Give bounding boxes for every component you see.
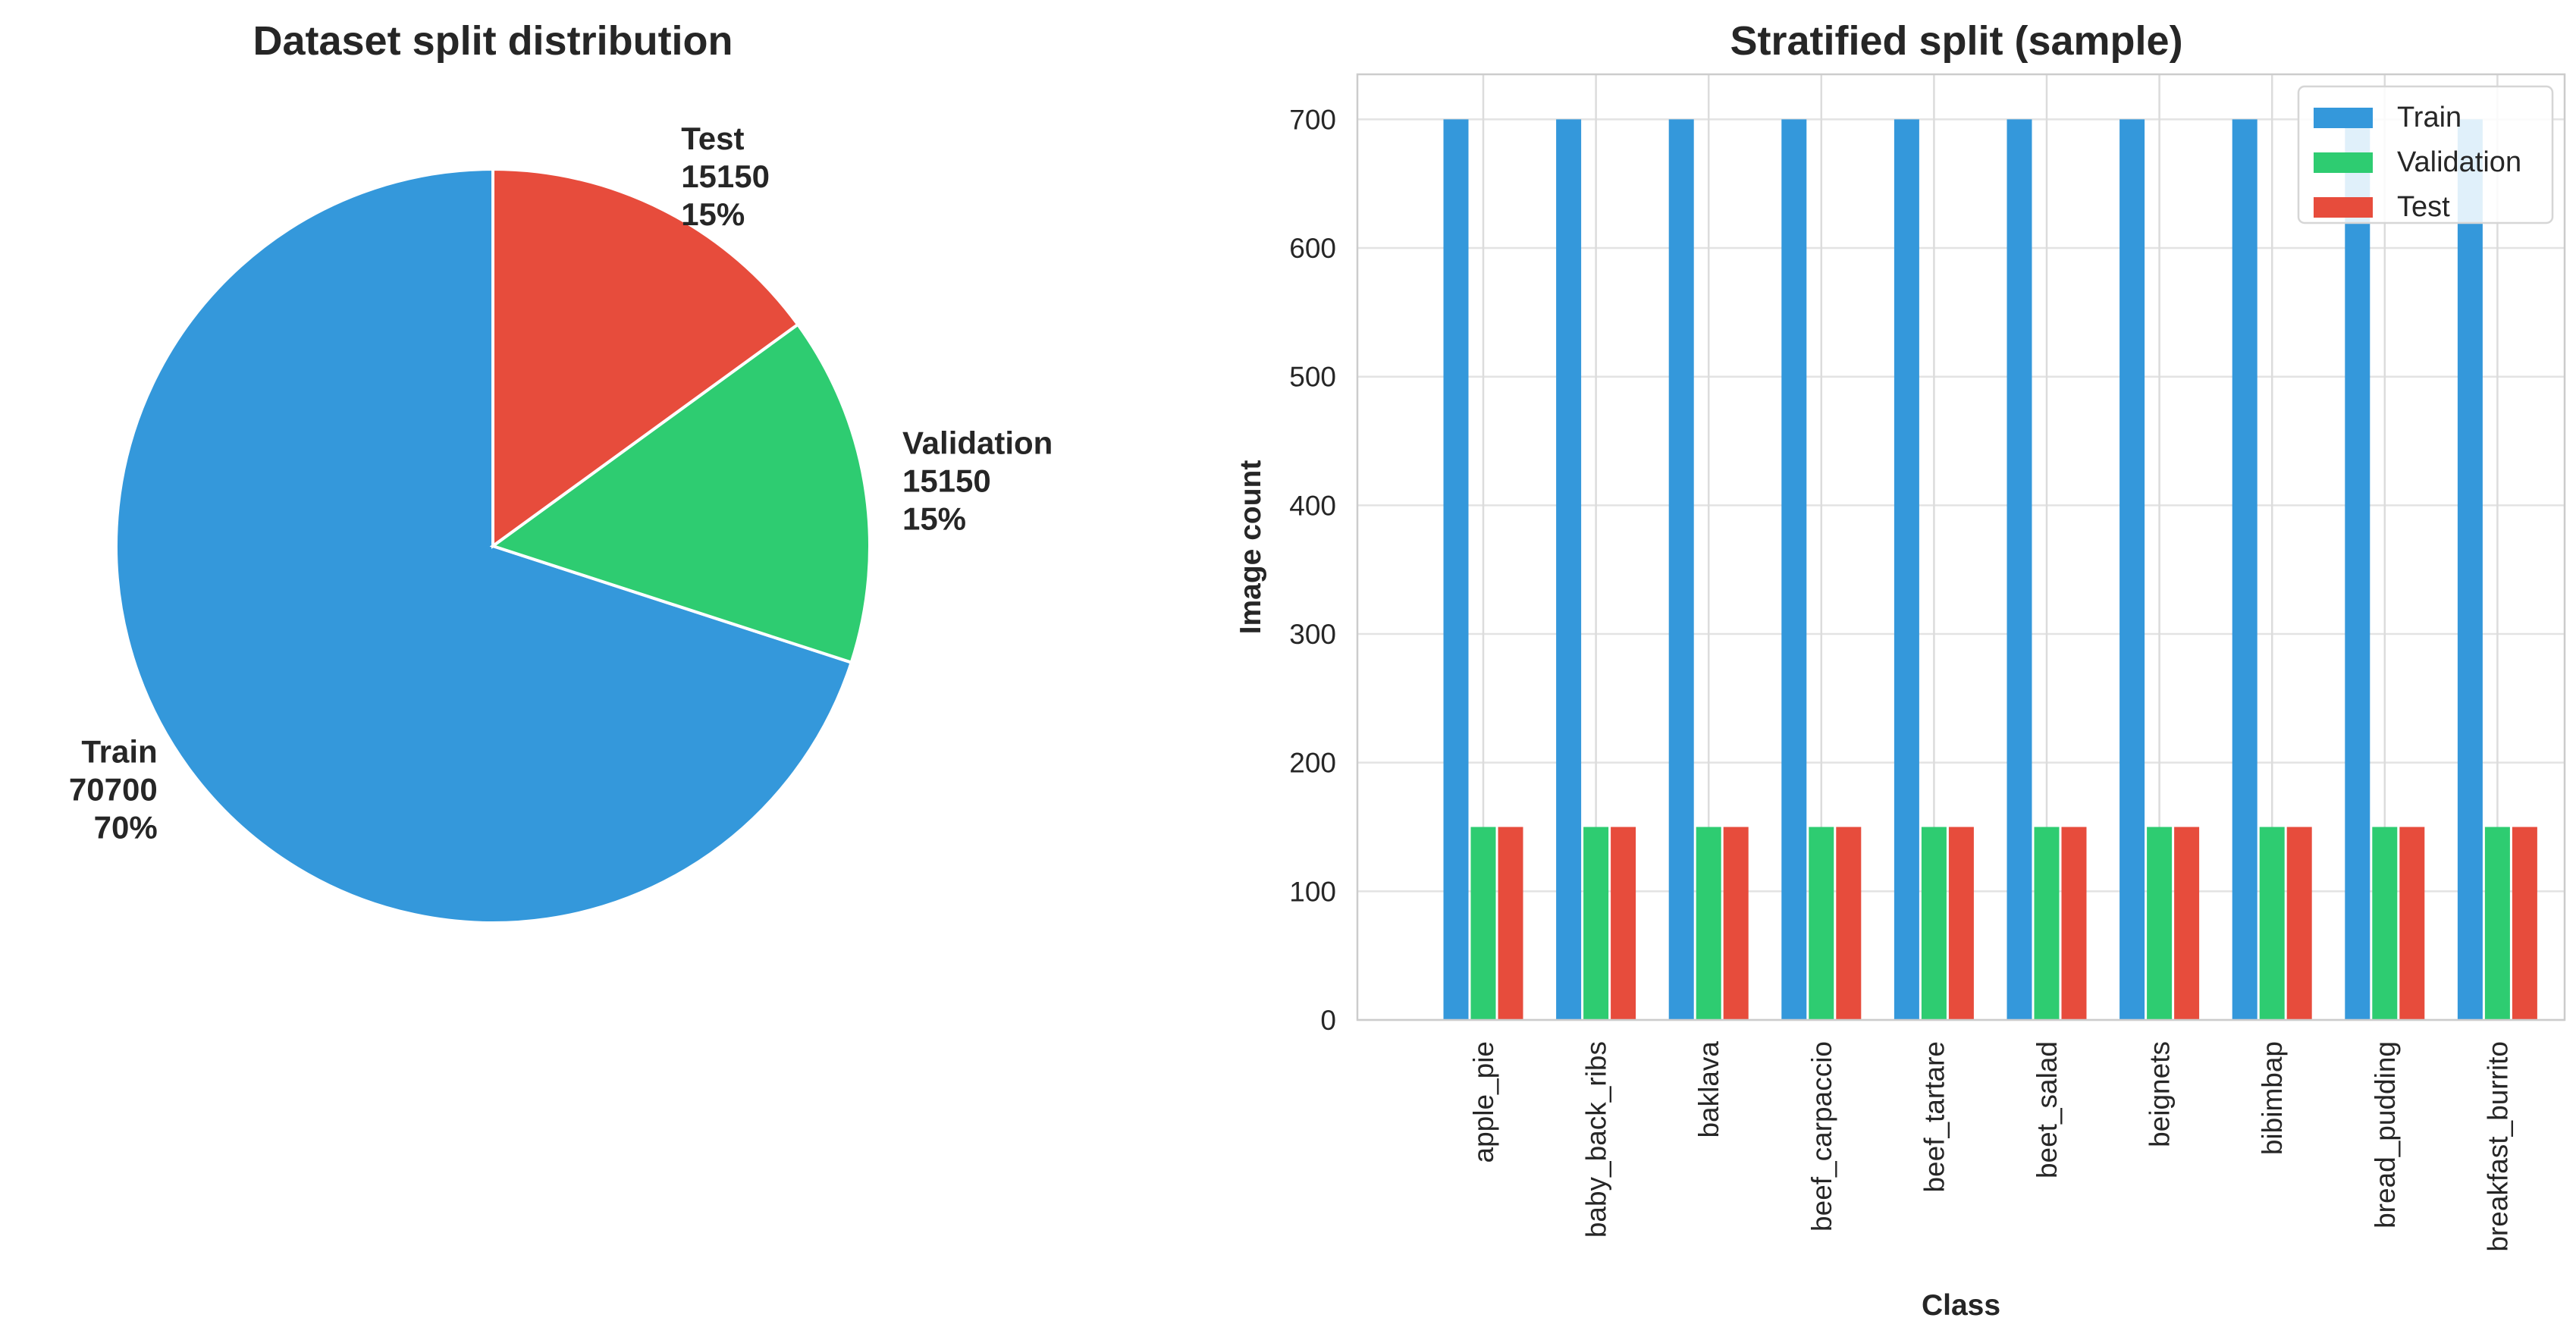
bar-train-bread_pudding xyxy=(2345,119,2370,1020)
y-tick-labels: 0 100 200 300 400 500 600 700 xyxy=(1289,104,1336,1036)
bar-validation-bibimbap xyxy=(2259,827,2285,1020)
pie-label-train-pct: 70% xyxy=(94,809,158,845)
bar-validation-baby_back_ribs xyxy=(1583,827,1609,1020)
legend-label-validation: Validation xyxy=(2397,146,2521,178)
bar-test-beef_tartare xyxy=(1948,827,1974,1020)
y-tick-label: 0 xyxy=(1320,1005,1336,1036)
bar-validation-beignets xyxy=(2147,827,2173,1020)
bar-train-apple_pie xyxy=(1443,119,1469,1020)
bar-train-beef_carpaccio xyxy=(1781,119,1807,1020)
y-tick-label: 600 xyxy=(1289,233,1336,264)
bar-validation-apple_pie xyxy=(1470,827,1496,1020)
pie-slice-test xyxy=(491,167,800,549)
pie-slice-validation xyxy=(489,322,871,665)
legend-swatch-test xyxy=(2314,197,2373,218)
legend-label-train: Train xyxy=(2397,102,2461,133)
bar-validation-baklava xyxy=(1696,827,1721,1020)
y-tick-label: 200 xyxy=(1289,748,1336,779)
bar-train-breakfast_burrito xyxy=(2457,119,2483,1020)
y-tick-label: 400 xyxy=(1289,490,1336,521)
plot-frame xyxy=(1356,73,2566,1021)
bar-test-bread_pudding xyxy=(2399,827,2425,1020)
pie-label-validation-name: Validation xyxy=(902,425,1053,460)
x-tick-label: beignets xyxy=(2145,1041,2176,1147)
bar-validation-beet_salad xyxy=(2034,827,2060,1020)
bar-test-beef_carpaccio xyxy=(1836,827,1862,1020)
pie-label-train-count: 70700 xyxy=(69,771,158,807)
pie-title: Dataset split distribution xyxy=(253,18,733,64)
bar-title: Stratified split (sample) xyxy=(1730,18,2182,64)
x-tick-labels: apple_pie baby_back_ribs baklava beef_carpa… xyxy=(1468,1041,2513,1252)
pie-label-validation-pct: 15% xyxy=(902,500,966,536)
bar-train-baby_back_ribs xyxy=(1556,119,1582,1020)
y-tick-label: 100 xyxy=(1289,876,1336,907)
pie-chart: Dataset split distribution Train7070070%… xyxy=(69,18,1053,924)
y-axis-label: Image count xyxy=(1235,460,1267,635)
bar-validation-breakfast_burrito xyxy=(2484,827,2510,1020)
x-tick-label: breakfast_burrito xyxy=(2482,1041,2513,1252)
x-tick-label: beet_salad xyxy=(2032,1041,2063,1178)
pie-label-validation-count: 15150 xyxy=(902,463,991,498)
legend-swatch-train xyxy=(2314,108,2373,128)
bar-train-beignets xyxy=(2119,119,2145,1020)
bar-test-breakfast_burrito xyxy=(2512,827,2537,1020)
bar-train-beef_tartare xyxy=(1894,119,1919,1020)
bar-validation-beef_tartare xyxy=(1921,827,1947,1020)
bar-test-beignets xyxy=(2174,827,2200,1020)
x-tick-label: apple_pie xyxy=(1468,1041,1499,1163)
x-tick-label: baby_back_ribs xyxy=(1581,1041,1612,1238)
y-tick-label: 300 xyxy=(1289,619,1336,650)
x-tick-label: beef_tartare xyxy=(1919,1041,1950,1193)
bar-validation-beef_carpaccio xyxy=(1809,827,1834,1020)
legend-swatch-validation xyxy=(2314,152,2373,173)
y-tick-label: 500 xyxy=(1289,362,1336,393)
y-tick-label: 700 xyxy=(1289,104,1336,135)
bar-marks xyxy=(1443,119,2537,1020)
bar-chart: Stratified split (sample) 0 100 200 300 400 5… xyxy=(1235,18,2566,1322)
pie-slices xyxy=(115,167,871,924)
bar-test-baklava xyxy=(1723,827,1749,1020)
x-tick-label: beef_carpaccio xyxy=(1806,1041,1837,1232)
legend-label-test: Test xyxy=(2397,191,2450,223)
pie-label-test-count: 15150 xyxy=(681,158,770,194)
bar-validation-bread_pudding xyxy=(2372,827,2398,1020)
x-tick-label: baklava xyxy=(1693,1041,1724,1138)
x-axis-label: Class xyxy=(1922,1289,2000,1322)
bar-train-baklava xyxy=(1668,119,1694,1020)
legend: Train Validation Test xyxy=(2297,85,2554,224)
x-tick-label: bibimbap xyxy=(2257,1041,2288,1155)
bar-test-apple_pie xyxy=(1498,827,1523,1020)
x-tick-label: bread_pudding xyxy=(2370,1041,2401,1228)
pie-labels: Train7070070%Validation1515015%Test15150… xyxy=(69,121,1053,845)
pie-label-train-name: Train xyxy=(81,733,157,769)
bar-train-bibimbap xyxy=(2232,119,2258,1020)
bar-test-baby_back_ribs xyxy=(1611,827,1636,1020)
bar-test-beet_salad xyxy=(2061,827,2087,1020)
bar-test-bibimbap xyxy=(2286,827,2312,1020)
pie-slice-train xyxy=(115,167,854,924)
bar-train-beet_salad xyxy=(2007,119,2032,1020)
pie-label-test-name: Test xyxy=(681,121,744,156)
pie-label-test-pct: 15% xyxy=(681,196,745,232)
